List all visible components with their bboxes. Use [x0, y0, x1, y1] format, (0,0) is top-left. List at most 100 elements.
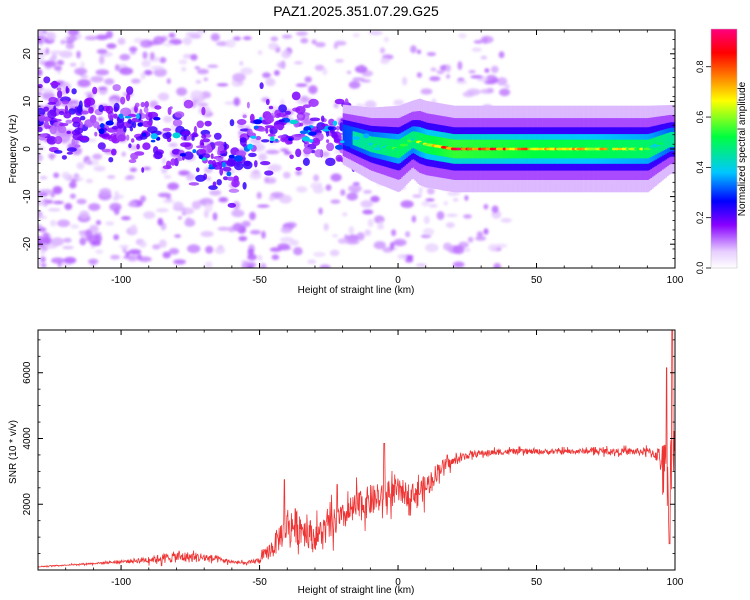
- spectrogram-cell: [261, 230, 266, 239]
- spectrogram-cell: [288, 137, 293, 141]
- spectrogram-cell: [299, 122, 304, 127]
- spectrogram-cell: [183, 99, 194, 109]
- spectrogram-cell: [117, 37, 126, 45]
- spectrogram-cell: [231, 179, 240, 188]
- spectrogram-cell: [125, 175, 135, 180]
- spectrogram-cell: [428, 203, 438, 208]
- spectrogram-cell: [111, 148, 117, 156]
- spectrogram-x-label: Height of straight line (km): [298, 285, 415, 296]
- spectrogram-cell: [364, 229, 372, 236]
- spectrogram-cell: [65, 85, 69, 94]
- spectrogram-cell: [221, 161, 226, 168]
- spectrogram-cell: [452, 261, 465, 268]
- spectrogram-cell: [349, 126, 352, 148]
- spectrogram-cell: [81, 110, 89, 115]
- spectrogram-cell: [75, 177, 84, 181]
- spectrogram-cell: [452, 245, 465, 255]
- spectrogram-cell: [264, 114, 274, 123]
- spectrogram-cell: [79, 210, 90, 220]
- spectrogram-cell: [96, 49, 108, 54]
- spectrogram-cell: [217, 149, 221, 156]
- spectrogram-cell: [169, 106, 173, 110]
- spectrogram-cell: [50, 50, 64, 55]
- spectrogram-cell: [265, 78, 276, 87]
- spectrogram-cell: [445, 64, 451, 73]
- snr-y-axis: 2000 4000 6000: [22, 339, 675, 554]
- spectrogram-cell: [76, 198, 87, 205]
- spectrogram-y-tick-label: -10: [22, 189, 33, 204]
- colorbar-label: Normalized spectral amplitude: [737, 81, 748, 216]
- spectrogram-cell: [268, 195, 275, 202]
- spectrogram-cell: [178, 170, 191, 176]
- spectrogram-cell: [446, 213, 458, 217]
- spectrogram-cell: [352, 136, 361, 141]
- spectrogram-cell: [105, 120, 114, 126]
- spectrogram-cell: [201, 106, 206, 116]
- spectrogram-cell: [480, 55, 488, 60]
- spectrogram-cell: [323, 223, 329, 231]
- spectrogram-cell: [373, 241, 386, 250]
- spectrogram-cell: [483, 228, 489, 235]
- spectrogram-cell: [456, 147, 461, 151]
- spectrogram-cell: [52, 186, 63, 195]
- spectrogram-cell: [47, 101, 57, 105]
- spectrogram-cell: [473, 40, 484, 44]
- spectrogram-cell: [446, 74, 451, 79]
- spectrogram-cell: [523, 147, 529, 151]
- spectrogram-cell: [217, 144, 225, 152]
- spectrogram-cell: [233, 97, 241, 107]
- spectrogram-cell: [207, 160, 214, 165]
- spectrogram-cell: [150, 65, 164, 71]
- spectrogram-cell: [352, 77, 365, 81]
- spectrogram-cell: [40, 263, 47, 268]
- spectrogram-cell: [283, 151, 292, 156]
- spectrogram-cell: [99, 133, 110, 137]
- spectrogram-cell: [98, 55, 105, 65]
- spectrogram-cell: [127, 118, 132, 125]
- spectrogram-cell: [416, 72, 422, 78]
- spectrogram-cell: [61, 100, 69, 105]
- spectrogram-cell: [38, 261, 42, 267]
- snr-x-tick-label: 0: [395, 577, 401, 588]
- spectrogram-cell: [190, 90, 204, 99]
- spectrogram-cell: [226, 176, 235, 181]
- spectrogram-cell: [127, 201, 137, 208]
- spectrogram-cell: [421, 201, 430, 207]
- spectrogram-cell: [141, 59, 151, 68]
- spectrogram-cell: [382, 247, 394, 253]
- spectrogram-cell: [655, 142, 665, 146]
- spectrogram-cell: [480, 88, 494, 94]
- spectrogram-cell: [255, 135, 262, 141]
- spectrogram-cell: [229, 119, 235, 127]
- spectrogram-cell: [77, 79, 91, 88]
- spectrogram-cell: [40, 256, 46, 263]
- spectrogram-cell: [208, 166, 216, 170]
- spectrogram-cell: [348, 226, 355, 235]
- spectrogram-cell: [484, 80, 497, 85]
- spectrogram-cell: [331, 132, 338, 139]
- spectrogram-cell: [488, 244, 499, 252]
- spectrogram-cell: [298, 114, 304, 118]
- colorbar-gradient: [711, 29, 737, 268]
- spectrogram-cell: [257, 204, 270, 208]
- spectrogram-cell: [38, 30, 44, 37]
- spectrogram-cell: [268, 42, 279, 50]
- spectrogram-cell: [162, 132, 171, 140]
- spectrogram-cell: [71, 138, 76, 146]
- spectrogram-cell: [452, 198, 459, 202]
- spectrogram-cell: [426, 52, 436, 57]
- spectrogram-cell: [242, 36, 252, 41]
- spectrogram-cell: [142, 51, 148, 60]
- spectrogram-cell: [315, 42, 326, 48]
- spectrogram-cell: [284, 110, 291, 115]
- spectrogram-cell: [128, 143, 132, 149]
- spectrogram-cell: [493, 263, 501, 268]
- spectrogram-cell: [410, 45, 417, 54]
- spectrogram-cell: [468, 69, 476, 74]
- spectrogram-cell: [74, 144, 81, 148]
- spectrogram-cell: [97, 142, 106, 150]
- spectrogram-x-tick-label: -50: [252, 275, 267, 286]
- spectrogram-cell: [335, 144, 344, 150]
- spectrogram-cell: [367, 218, 374, 228]
- spectrogram-cell: [246, 101, 250, 109]
